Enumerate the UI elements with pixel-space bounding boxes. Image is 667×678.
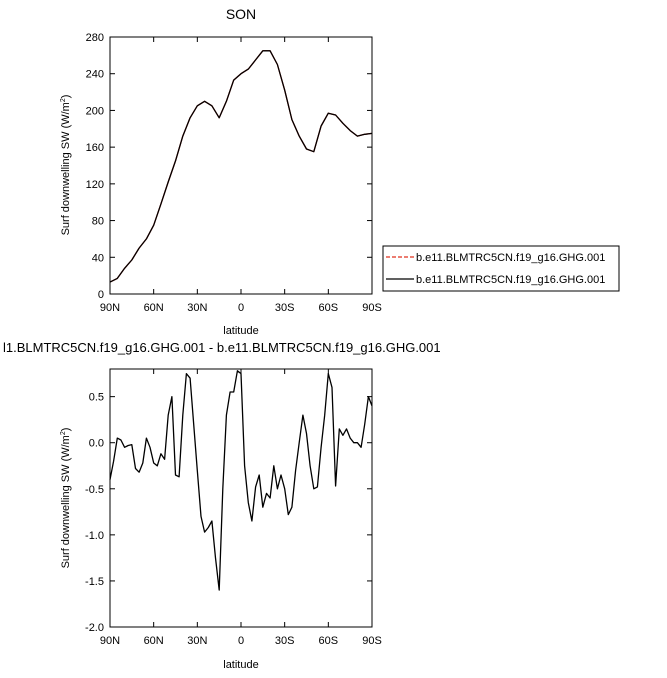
- panel-2: l1.BLMTRC5CN.f19_g16.GHG.001 - b.e11.BLM…: [3, 340, 441, 671]
- panel-1-title: SON: [226, 6, 256, 22]
- panel-1-x-axis-label: latitude: [223, 325, 258, 337]
- p2-y-tick-label: -0.5: [85, 484, 104, 496]
- p1-y-tick-label: 240: [86, 69, 104, 81]
- panel-2-title: l1.BLMTRC5CN.f19_g16.GHG.001 - b.e11.BLM…: [3, 340, 441, 355]
- p1-y-tick-label: 80: [92, 216, 104, 228]
- p1-y-tick-label: 0: [98, 289, 104, 301]
- p2-x-tick-label: 60S: [319, 635, 339, 647]
- panel-1-x-ticks: 90N 60N 30N 0 30S 60S 90S: [100, 37, 382, 314]
- p1-x-tick-label: 90S: [362, 302, 382, 314]
- panel-1-plot-series: [109, 50, 373, 283]
- legend-box: [382, 245, 620, 292]
- p1-x-tick-label: 30N: [187, 302, 207, 314]
- p2-y-tick-label: 0.0: [89, 438, 104, 450]
- p2-x-tick-label: 30S: [275, 635, 295, 647]
- legend-label-series-2: b.e11.BLMTRC5CN.f19_g16.GHG.001: [416, 274, 605, 286]
- panel-1: SON 90N 60N 30N 0 30S 60S 90S 0 40 80 120 160 200 24…: [60, 6, 382, 337]
- panel-2-x-ticks: 90N 60N 30N 0 30S 60S 90S: [100, 369, 382, 647]
- p1-x-tick-label: 60N: [144, 302, 164, 314]
- p2-y-tick-label: -1.5: [85, 576, 104, 588]
- p2-x-tick-label: 90N: [100, 635, 120, 647]
- p2-y-tick-label: 0.5: [89, 392, 104, 404]
- p1-x-tick-label: 30S: [275, 302, 295, 314]
- p1-x-tick-label: 60S: [319, 302, 339, 314]
- p1-y-tick-label: 40: [92, 252, 104, 264]
- panel-1-legend: b.e11.BLMTRC5CN.f19_g16.GHG.001 b.e11.BL…: [382, 245, 620, 292]
- p2-series-line-1: [109, 370, 373, 591]
- p1-x-tick-label: 0: [238, 302, 244, 314]
- p1-y-tick-label: 200: [86, 105, 104, 117]
- p1-y-tick-label: 280: [86, 32, 104, 44]
- p1-series-line-1: [109, 50, 373, 283]
- legend-label-series-1: b.e11.BLMTRC5CN.f19_g16.GHG.001: [416, 252, 605, 264]
- panel-1-plot-frame: [109, 36, 373, 295]
- p1-x-tick-label: 90N: [100, 302, 120, 314]
- p2-x-tick-label: 60N: [144, 635, 164, 647]
- p2-y-tick-label: -2.0: [85, 622, 104, 634]
- p2-x-tick-label: 30N: [187, 635, 207, 647]
- p2-x-tick-label: 90S: [362, 635, 382, 647]
- p1-y-tick-label: 160: [86, 142, 104, 154]
- panel-2-y-axis-label: Surf downwelling SW (W/m2): [60, 428, 72, 569]
- panel-1-y-axis-label: Surf downwelling SW (W/m2): [60, 95, 72, 236]
- p1-y-tick-label: 120: [86, 179, 104, 191]
- p1-series-line-2: [109, 50, 373, 283]
- panel-2-plot-series: [109, 370, 373, 591]
- panel-1-y-ticks: 0 40 80 120 160 200 240 280: [86, 32, 372, 301]
- p2-y-tick-label: -1.0: [85, 530, 104, 542]
- p2-x-tick-label: 0: [238, 635, 244, 647]
- panel-2-x-axis-label: latitude: [223, 659, 258, 671]
- panel-2-y-ticks: -2.0 -1.5 -1.0 -0.5 0.0 0.5: [85, 392, 372, 634]
